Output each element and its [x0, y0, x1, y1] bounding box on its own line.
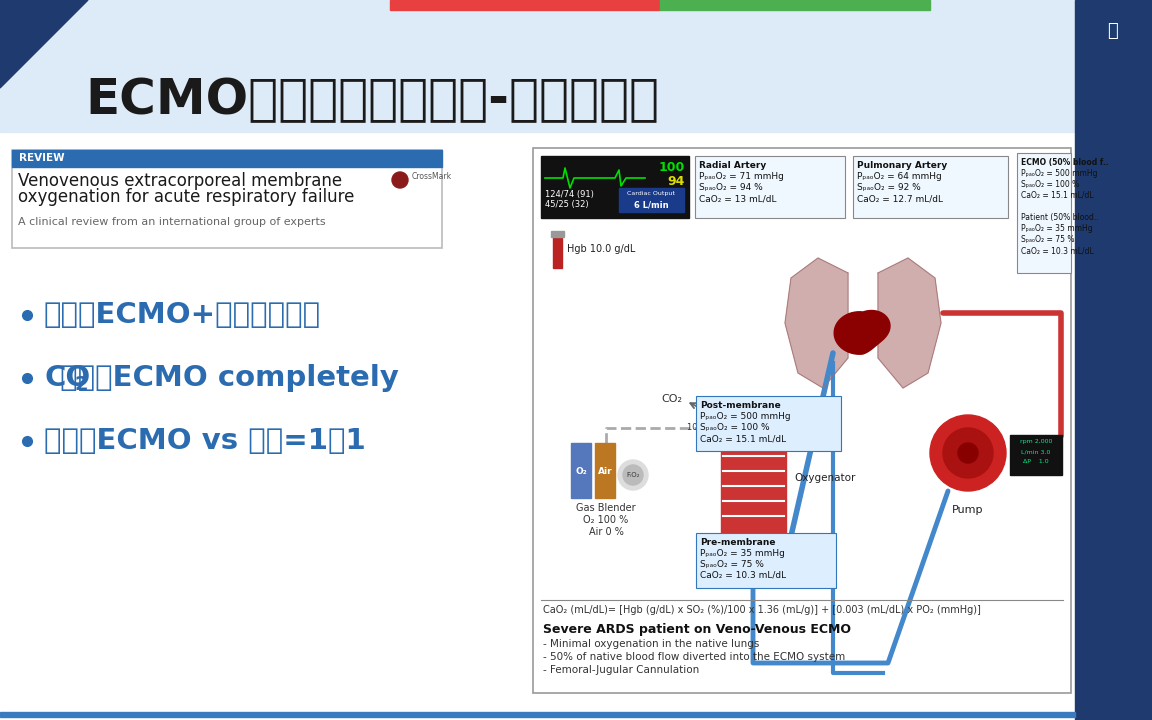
Text: O₂: O₂ — [575, 467, 586, 475]
Bar — [533, 148, 1071, 693]
Bar — [695, 156, 846, 218]
Bar — [571, 443, 591, 498]
Bar — [391, 0, 660, 10]
Circle shape — [623, 465, 643, 485]
Text: CaO₂ = 10.3 mL/dL: CaO₂ = 10.3 mL/dL — [700, 571, 786, 580]
Text: PₚₐₒO₂ = 500 mmHg: PₚₐₒO₂ = 500 mmHg — [1021, 169, 1098, 178]
Text: ΔP    1.0: ΔP 1.0 — [1023, 459, 1048, 464]
Text: - Minimal oxygenation in the native lungs: - Minimal oxygenation in the native lung… — [543, 639, 759, 649]
Polygon shape — [785, 258, 848, 388]
Text: SₚₐₒO₂ = 92 %: SₚₐₒO₂ = 92 % — [857, 183, 920, 192]
Circle shape — [392, 172, 408, 188]
Polygon shape — [834, 310, 890, 354]
Text: CaO₂ = 12.7 mL/dL: CaO₂ = 12.7 mL/dL — [857, 194, 943, 203]
Text: CaO₂ (mL/dL)= [Hgb (g/dL) x SO₂ (%)/100 x 1.36 (mL/g)] + [0.003 (mL/dL) x PO₂ (m: CaO₂ (mL/dL)= [Hgb (g/dL) x SO₂ (%)/100 … — [543, 605, 980, 615]
Text: 100 % O₂: 100 % O₂ — [687, 423, 726, 432]
Text: - Femoral-Jugular Cannulation: - Femoral-Jugular Cannulation — [543, 665, 699, 675]
Text: Post-membrane: Post-membrane — [700, 401, 781, 410]
Circle shape — [958, 443, 978, 463]
Bar — [1075, 0, 1152, 720]
Text: PₚₐₒO₂ = 64 mmHg: PₚₐₒO₂ = 64 mmHg — [857, 172, 941, 181]
Bar — [541, 156, 689, 218]
Text: CrossMark: CrossMark — [412, 172, 452, 181]
Text: 氧供：ECMO+残存的肺功能: 氧供：ECMO+残存的肺功能 — [44, 301, 321, 329]
Text: rpm 2,000: rpm 2,000 — [1020, 439, 1052, 444]
Text: REVIEW: REVIEW — [18, 153, 65, 163]
Text: FᵢO₂: FᵢO₂ — [627, 472, 639, 478]
Text: CO: CO — [44, 364, 90, 392]
Polygon shape — [878, 258, 941, 388]
Bar — [660, 0, 930, 10]
Text: Gas Blender: Gas Blender — [576, 503, 636, 513]
Text: Pump: Pump — [953, 505, 984, 515]
Bar — [0, 712, 1075, 717]
Text: PₚₐₒO₂ = 35 mmHg: PₚₐₒO₂ = 35 mmHg — [1021, 224, 1092, 233]
Text: A clinical review from an international group of experts: A clinical review from an international … — [18, 217, 326, 227]
Polygon shape — [0, 0, 88, 88]
Text: 清除：ECMO completely: 清除：ECMO completely — [50, 364, 399, 392]
Text: ECMO (50% blood f..: ECMO (50% blood f.. — [1021, 158, 1108, 167]
Text: 94: 94 — [668, 175, 685, 188]
Bar — [696, 533, 836, 588]
Text: CaO₂ = 15.1 mL/dL: CaO₂ = 15.1 mL/dL — [700, 434, 786, 443]
Text: SₚₐₒO₂ = 75 %: SₚₐₒO₂ = 75 % — [1021, 235, 1075, 244]
Text: CaO₂ = 15.1 mL/dL: CaO₂ = 15.1 mL/dL — [1021, 191, 1093, 200]
Text: Cardiac Output: Cardiac Output — [627, 191, 675, 196]
Bar — [1010, 435, 1062, 475]
Text: CaO₂ = 10.3 mL/dL: CaO₂ = 10.3 mL/dL — [1021, 246, 1093, 255]
Text: PₚₐₒO₂ = 35 mmHg: PₚₐₒO₂ = 35 mmHg — [700, 549, 785, 558]
Text: Severe ARDS patient on Veno-Venous ECMO: Severe ARDS patient on Veno-Venous ECMO — [543, 623, 851, 636]
Text: Oxygenator: Oxygenator — [794, 473, 856, 483]
Text: 124/74 (91): 124/74 (91) — [545, 190, 594, 199]
Text: SₚₐₒO₂ = 100 %: SₚₐₒO₂ = 100 % — [1021, 180, 1079, 189]
Bar — [852, 156, 1008, 218]
Text: PₚₐₒO₂ = 71 mmHg: PₚₐₒO₂ = 71 mmHg — [699, 172, 783, 181]
Text: Air 0 %: Air 0 % — [589, 527, 623, 537]
Text: SₚₐₒO₂ = 94 %: SₚₐₒO₂ = 94 % — [699, 183, 763, 192]
Text: PₚₐₒO₂ = 500 mmHg: PₚₐₒO₂ = 500 mmHg — [700, 412, 790, 421]
Bar — [553, 235, 562, 268]
Text: CO₂: CO₂ — [661, 394, 682, 404]
Text: L/min 3.0: L/min 3.0 — [1022, 449, 1051, 454]
Text: Pre-membrane: Pre-membrane — [700, 538, 775, 547]
Bar — [12, 150, 442, 167]
Bar — [619, 188, 684, 212]
Bar — [696, 396, 841, 451]
Text: SₚₐₒO₂ = 75 %: SₚₐₒO₂ = 75 % — [700, 560, 764, 569]
Text: 100: 100 — [659, 161, 685, 174]
Text: SₚₐₒO₂ = 100 %: SₚₐₒO₂ = 100 % — [700, 423, 770, 432]
Circle shape — [930, 415, 1006, 491]
Text: CaO₂ = 13 mL/dL: CaO₂ = 13 mL/dL — [699, 194, 776, 203]
Text: oxygenation for acute respiratory failure: oxygenation for acute respiratory failur… — [18, 188, 355, 206]
Text: Patient (50% blood..: Patient (50% blood.. — [1021, 213, 1099, 222]
Text: 正: 正 — [1107, 22, 1119, 40]
Text: 2: 2 — [74, 376, 88, 395]
Bar — [721, 416, 786, 541]
Text: - 50% of native blood flow diverted into the ECMO system: - 50% of native blood flow diverted into… — [543, 652, 846, 662]
Text: 45/25 (32): 45/25 (32) — [545, 200, 589, 209]
Text: Venovenous extracorporeal membrane: Venovenous extracorporeal membrane — [18, 172, 342, 190]
Text: Pulmonary Artery: Pulmonary Artery — [857, 161, 947, 170]
Text: Air: Air — [598, 467, 613, 475]
Text: 6 L/min: 6 L/min — [634, 200, 668, 209]
Bar — [12, 150, 442, 248]
Circle shape — [943, 428, 993, 478]
Text: 100 % O₂: 100 % O₂ — [726, 549, 772, 558]
Bar — [551, 231, 564, 237]
Text: 血流：ECMO vs 肺脏=1：1: 血流：ECMO vs 肺脏=1：1 — [44, 427, 365, 455]
Bar — [0, 0, 1152, 132]
Circle shape — [617, 460, 647, 490]
Text: O₂ 100 %: O₂ 100 % — [583, 515, 629, 525]
Text: ECMO时血流的主要变化-生理学基础: ECMO时血流的主要变化-生理学基础 — [85, 76, 659, 124]
Bar — [1017, 153, 1071, 273]
Text: Radial Artery: Radial Artery — [699, 161, 766, 170]
Bar — [594, 443, 615, 498]
Text: Hgb 10.0 g/dL: Hgb 10.0 g/dL — [567, 244, 636, 254]
